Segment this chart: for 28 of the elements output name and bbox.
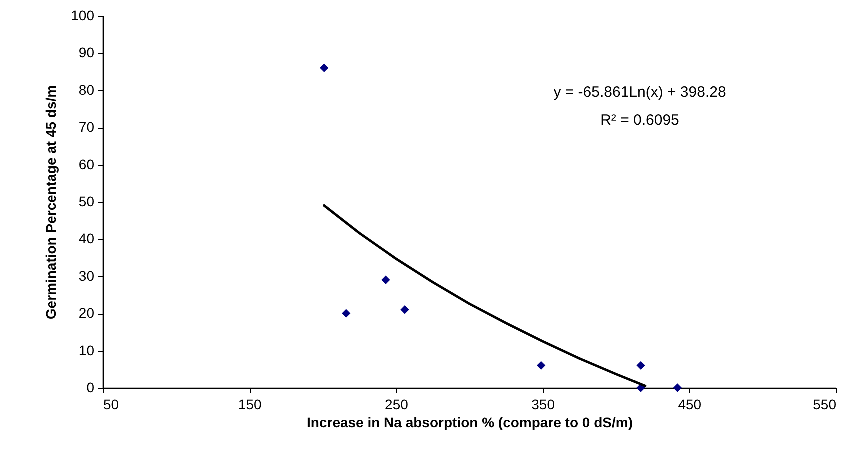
y-tick-label: 70 <box>78 119 95 136</box>
point <box>342 309 351 318</box>
x-tick-label: 450 <box>678 396 702 412</box>
x-tick-label: 50 <box>104 396 120 412</box>
y-tick-label: 50 <box>78 194 95 210</box>
y-tick-label: 10 <box>78 342 95 358</box>
y-axis-title: Germination Percentage at 45 ds/m <box>43 85 60 320</box>
y-tick-label: 60 <box>78 156 95 172</box>
point <box>673 384 682 392</box>
x-tick-label: 550 <box>813 396 837 412</box>
x-tick-label: 250 <box>385 396 409 412</box>
point <box>382 276 390 284</box>
y-tick-label: 100 <box>71 8 95 24</box>
point <box>636 361 646 370</box>
point <box>537 361 546 370</box>
x-tick-label: 150 <box>238 396 262 412</box>
x-tick-label: 350 <box>532 396 556 412</box>
point <box>400 306 410 314</box>
annotation: y = -65.861Ln(x) + 398.28 <box>554 84 726 101</box>
annotation: R² = 0.6095 <box>600 112 680 129</box>
point <box>320 64 329 72</box>
y-tick-label: 0 <box>86 380 95 396</box>
y-tick-label: 80 <box>78 82 95 98</box>
x-axis-title: Increase in Na absorption % (compare to 0 dS/m) <box>307 414 633 430</box>
y-tick-label: 90 <box>78 44 95 61</box>
y-tick-label: 40 <box>78 230 95 247</box>
y-tick-label: 30 <box>78 268 95 284</box>
y-tick-label: 20 <box>78 305 95 322</box>
